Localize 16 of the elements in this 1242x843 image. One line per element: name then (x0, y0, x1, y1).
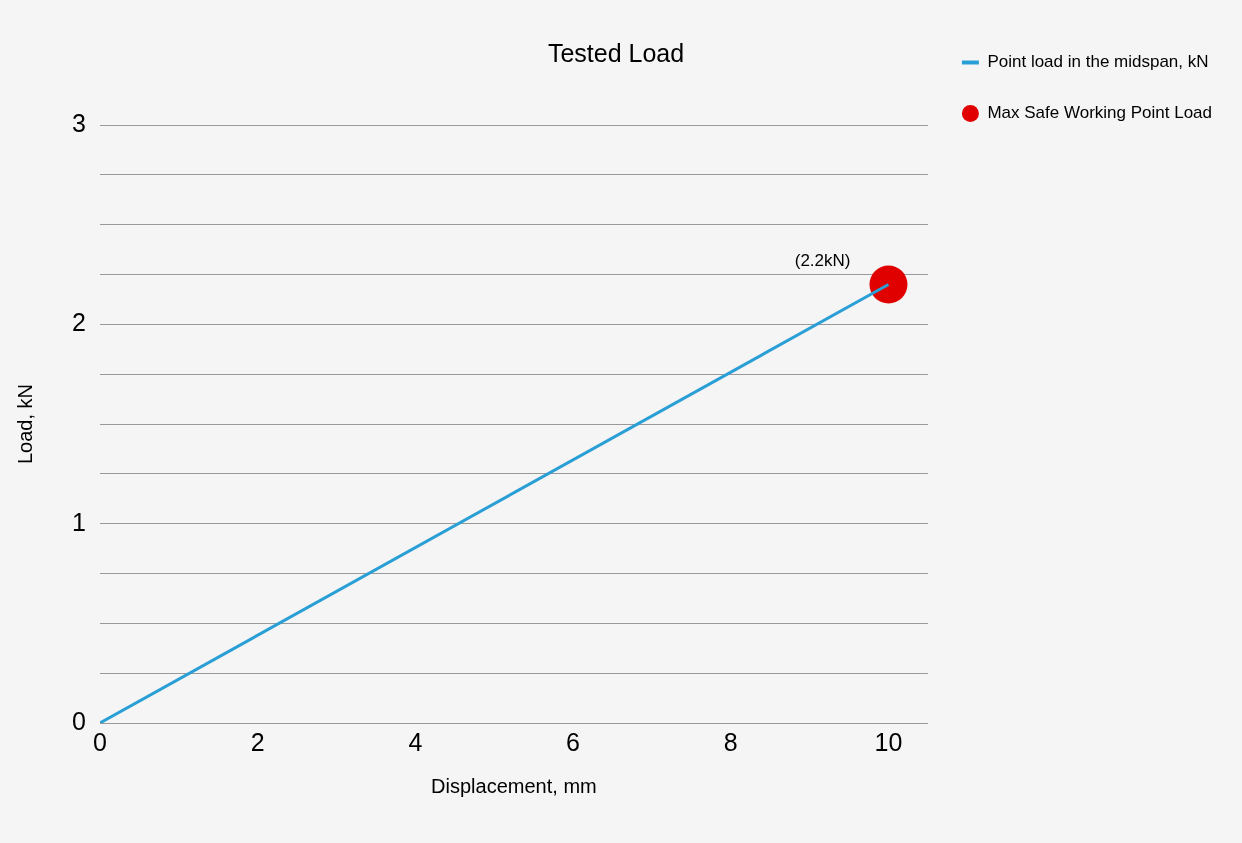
annotation: (2.2kN) (794, 250, 851, 270)
x-tick-label: 10 (874, 727, 903, 756)
chart-title: Tested Load (547, 38, 685, 67)
legend-label: Max Safe Working Point Load (987, 103, 1213, 123)
x-tick-label: 4 (408, 727, 423, 756)
y-tick-label: 3 (72, 108, 86, 137)
x-axis-title: Displacement, mm (431, 774, 597, 797)
x-tick-label: 6 (566, 727, 581, 756)
x-tick-label: 8 (723, 727, 738, 756)
x-tick-label: 2 (250, 727, 265, 756)
y-tick-label: 1 (72, 507, 86, 536)
y-tick-label: 0 (72, 706, 86, 735)
y-tick-label: 2 (72, 308, 86, 337)
y-axis-title: Load, kN (13, 383, 36, 465)
legend-label: Point load in the midspan, kN (987, 52, 1209, 72)
x-tick-label: 0 (92, 727, 107, 756)
